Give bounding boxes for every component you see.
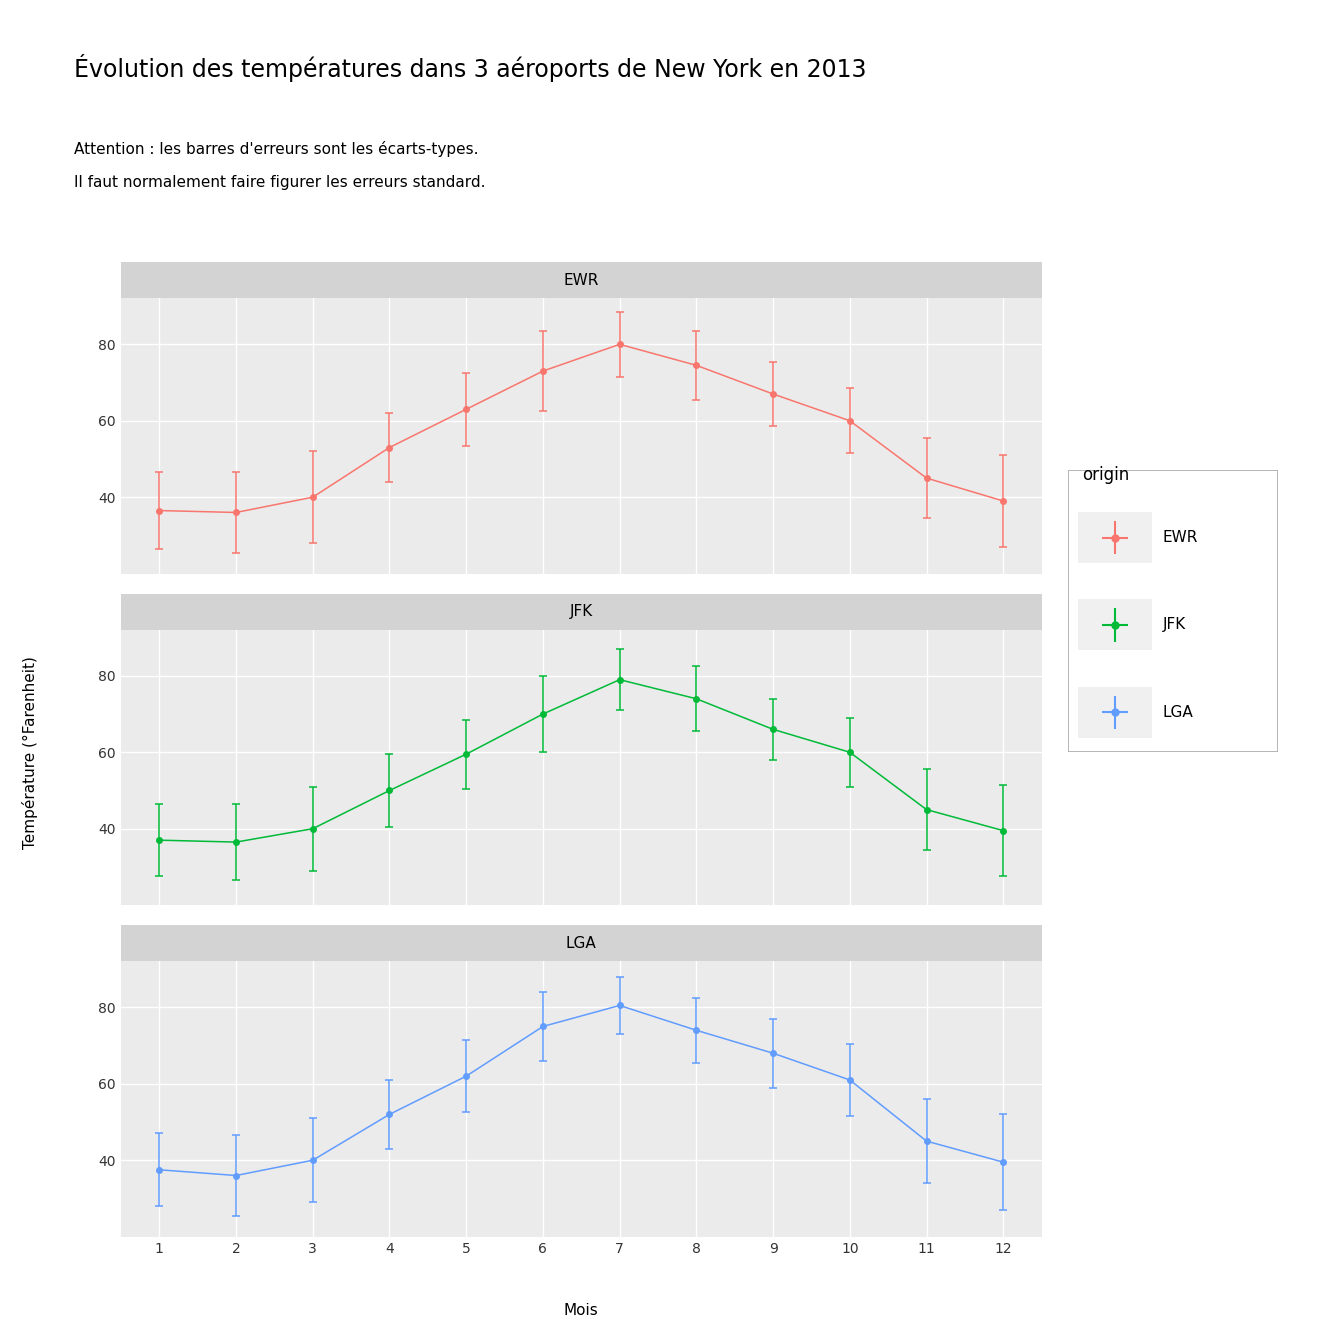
Text: EWR: EWR	[1163, 530, 1198, 546]
Text: LGA: LGA	[566, 935, 597, 950]
Text: Évolution des températures dans 3 aéroports de New York en 2013: Évolution des températures dans 3 aéropo…	[74, 54, 867, 82]
Text: Température (°Farenheit): Température (°Farenheit)	[22, 656, 38, 849]
Text: JFK: JFK	[1163, 617, 1185, 633]
Text: Attention : les barres d'erreurs sont les écarts-types.: Attention : les barres d'erreurs sont le…	[74, 141, 478, 157]
Text: Il faut normalement faire figurer les erreurs standard.: Il faut normalement faire figurer les er…	[74, 175, 485, 190]
Text: Mois: Mois	[564, 1302, 598, 1318]
Text: LGA: LGA	[1163, 704, 1193, 720]
Text: origin: origin	[1082, 466, 1129, 484]
Text: JFK: JFK	[570, 605, 593, 620]
Text: EWR: EWR	[563, 273, 599, 288]
